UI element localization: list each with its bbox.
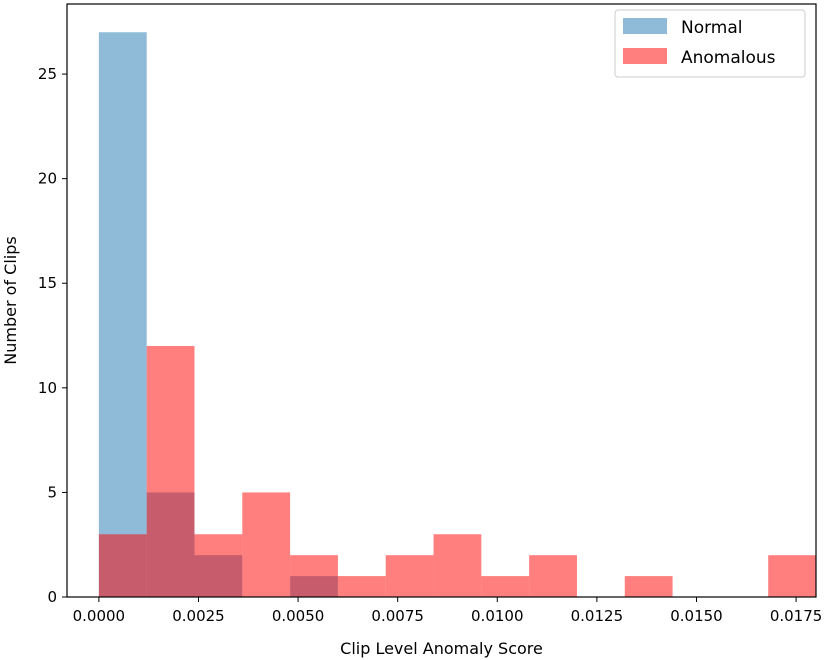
legend: Normal Anomalous — [614, 9, 806, 78]
x-tick-label: 0.0025 — [172, 607, 225, 625]
normal-bar-0 — [98, 32, 147, 597]
x-tick-label: 0.0100 — [471, 607, 524, 625]
anomalous-bar-3 — [242, 492, 291, 597]
y-axis-ticks: 0 5 10 15 20 25 — [38, 65, 67, 606]
y-axis-label: Number of Clips — [1, 236, 20, 364]
plot-area-frame — [66, 3, 817, 598]
x-axis-label: Clip Level Anomaly Score — [340, 639, 543, 658]
x-tick-label: 0.0175 — [770, 607, 823, 625]
anomalous-bar-0 — [98, 534, 147, 597]
x-tick-label: 0.0050 — [272, 607, 325, 625]
x-axis-ticks: 0.0000 0.0025 0.0050 0.0075 0.0100 0.0125 0.01… — [73, 597, 823, 625]
y-tick-label: 20 — [38, 170, 57, 188]
anomalous-bar-5 — [337, 576, 386, 597]
anomalous-bar-7 — [433, 534, 482, 597]
y-tick-label: 5 — [47, 483, 57, 501]
y-tick-label: 25 — [38, 65, 57, 83]
y-tick-label: 15 — [38, 274, 57, 292]
normal-series-bars — [98, 32, 338, 597]
anomalous-bar-11 — [624, 576, 673, 597]
x-tick-label: 0.0150 — [670, 607, 723, 625]
anomalous-bar-6 — [385, 555, 434, 597]
y-tick-label: 10 — [38, 379, 57, 397]
legend-label-anomalous: Anomalous — [681, 48, 776, 68]
anomalous-bar-9 — [529, 555, 577, 597]
legend-label-normal: Normal — [681, 18, 743, 38]
anomalous-bar-1 — [146, 345, 195, 597]
anomalous-bar-2 — [194, 534, 243, 597]
y-tick-label: 0 — [47, 588, 57, 606]
anomalous-bar-4 — [290, 555, 338, 597]
x-tick-label: 0.0075 — [371, 607, 424, 625]
x-tick-label: 0.0000 — [73, 607, 126, 625]
legend-swatch-normal — [623, 18, 667, 34]
legend-swatch-anomalous — [623, 48, 667, 64]
x-tick-label: 0.0125 — [571, 607, 624, 625]
anomalous-bar-8 — [481, 576, 530, 597]
anomalous-series-bars — [98, 345, 816, 597]
anomalous-bar-14 — [768, 555, 816, 597]
